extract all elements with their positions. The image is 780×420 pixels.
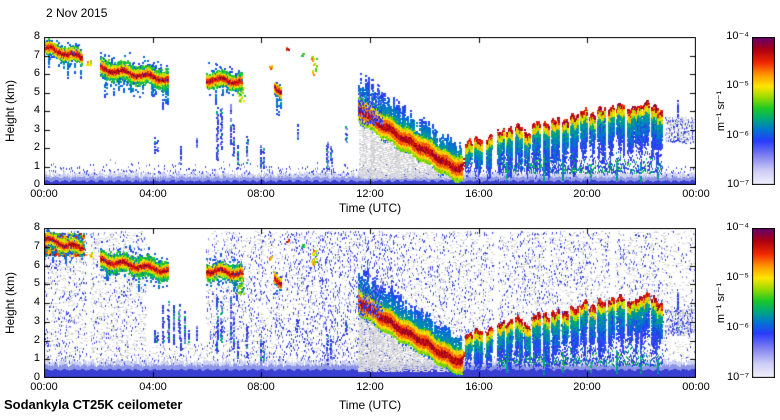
x-tick-label: 16:00: [465, 381, 493, 393]
y-tick-label: 3: [33, 123, 40, 135]
y-tick-label: 4: [33, 296, 40, 308]
colorbar-tick-label: 10⁻⁶: [726, 129, 749, 141]
plot-canvas-raw: [44, 228, 696, 378]
y-tick-label: 5: [33, 277, 40, 289]
y-tick-label: 1: [33, 160, 40, 172]
y-tick-label: 0: [33, 371, 40, 383]
x-tick-label: 20:00: [573, 188, 601, 200]
date-label: 2 Nov 2015: [46, 6, 108, 20]
y-tick-label: 2: [33, 141, 40, 153]
x-tick-label: 08:00: [247, 381, 275, 393]
y-tick-label: 7: [33, 49, 40, 61]
footer-label: Sodankyla CT25K ceilometer: [4, 397, 183, 412]
colorbar-unit-top: m⁻¹ sr⁻¹: [715, 90, 727, 132]
colorbar-tick-label: 10⁻⁵: [726, 271, 749, 283]
y-tick-label: 3: [33, 315, 40, 327]
colorbar-tick-label: 10⁻⁶: [726, 321, 749, 333]
y-tick-label: 8: [33, 30, 40, 42]
y-tick-label: 6: [33, 67, 40, 79]
colorbar-tick-label: 10⁻⁷: [726, 178, 749, 190]
x-tick-label: 08:00: [247, 188, 275, 200]
x-tick-label: 00:00: [30, 381, 58, 393]
x-tick-label: 20:00: [573, 381, 601, 393]
colorbar-top: [752, 37, 775, 185]
y-tick-label: 5: [33, 86, 40, 98]
time-axis-label-top: Time (UTC): [338, 201, 402, 215]
x-tick-label: 00:00: [30, 188, 58, 200]
y-tick-label: 2: [33, 334, 40, 346]
x-tick-label: 12:00: [356, 188, 384, 200]
colorbar-unit-bottom: m⁻¹ sr⁻¹: [715, 282, 727, 324]
x-tick-label: 04:00: [139, 188, 167, 200]
colorbar-tick-label: 10⁻⁴: [726, 30, 749, 42]
x-tick-label: 12:00: [356, 381, 384, 393]
y-tick-label: 1: [33, 352, 40, 364]
y-tick-label: 7: [33, 240, 40, 252]
x-tick-label: 04:00: [139, 381, 167, 393]
colorbar-tick-label: 10⁻⁴: [726, 221, 749, 233]
plot-canvas-attenuated: [44, 37, 696, 185]
colorbar-tick-label: 10⁻⁷: [726, 371, 749, 383]
colorbar-tick-label: 10⁻⁵: [726, 79, 749, 91]
x-tick-label: 16:00: [465, 188, 493, 200]
y-tick-label: 8: [33, 221, 40, 233]
colorbar-bottom: [752, 228, 775, 378]
time-axis-label-bottom: Time (UTC): [338, 398, 402, 412]
x-tick-label: 00:00: [682, 381, 710, 393]
y-tick-label: 0: [33, 178, 40, 190]
x-tick-label: 00:00: [682, 188, 710, 200]
y-tick-label: 4: [33, 104, 40, 116]
y-tick-label: 6: [33, 259, 40, 271]
